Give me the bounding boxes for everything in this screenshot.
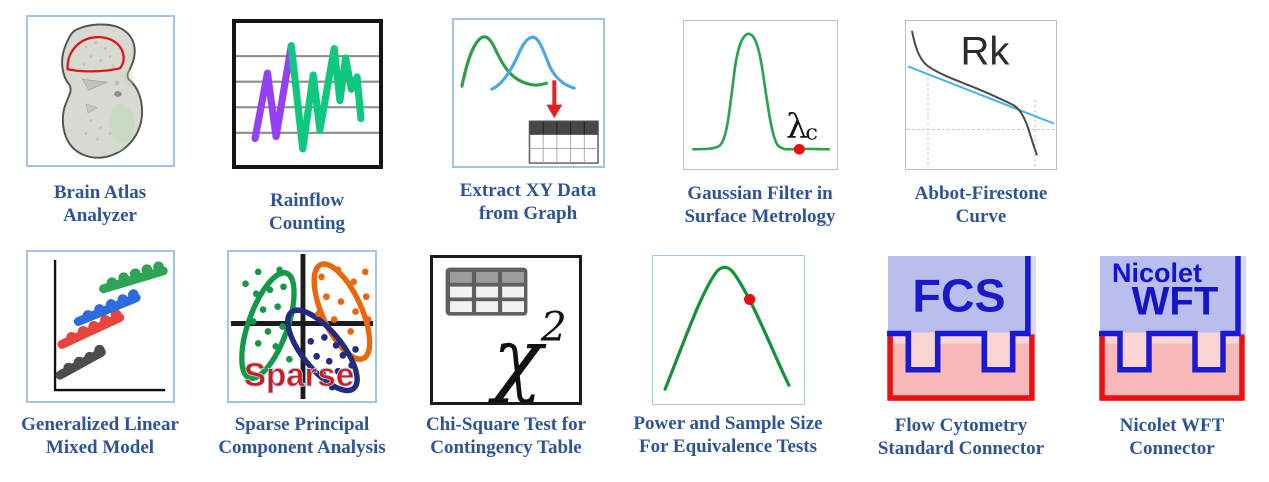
fcs-connector-thumbnail[interactable]: FCS xyxy=(885,252,1037,403)
extract-xy-data-thumbnail[interactable] xyxy=(452,18,605,168)
sparse-label: Sparse xyxy=(244,357,354,394)
rainflow-counting-thumbnail[interactable] xyxy=(232,19,383,169)
gaussian-peak-graphic: λ c xyxy=(692,32,830,155)
down-arrow-icon xyxy=(546,80,563,119)
power-curve-graphic xyxy=(663,265,791,391)
nicolet-text: Nicolet xyxy=(1112,257,1202,288)
wft-text: WFT xyxy=(1132,278,1219,323)
glmm-thumbnail[interactable] xyxy=(26,250,175,403)
app-label[interactable]: Chi-Square Test for Contingency Table xyxy=(425,414,587,458)
operating-point-dot xyxy=(744,293,756,305)
glmm-scatter-graphic xyxy=(53,259,168,392)
fcs-connector-graphic: FCS xyxy=(887,256,1036,401)
sparse-pca-thumbnail[interactable]: Sparse xyxy=(227,250,377,403)
app-label[interactable]: Nicolet WFT Connector xyxy=(1119,415,1225,459)
abbot-firestone-thumbnail[interactable]: Rk xyxy=(905,20,1057,170)
brain-slice-image xyxy=(61,23,144,159)
chi-square-thumbnail[interactable]: χ 2 xyxy=(430,255,582,405)
abbot-firestone-graphic: Rk xyxy=(907,30,1055,169)
data-table-graphic xyxy=(528,120,599,164)
curves-to-table-graphic xyxy=(460,35,599,164)
cutoff-dot xyxy=(793,143,805,155)
lambda-subscript: c xyxy=(805,121,818,146)
fcs-text: FCS xyxy=(912,270,1005,322)
chi-symbol: χ xyxy=(488,312,547,402)
app-label[interactable]: Brain Atlas Analyzer xyxy=(53,182,147,226)
app-label[interactable]: Rainflow Counting xyxy=(268,190,346,234)
power-sample-size-thumbnail[interactable] xyxy=(652,255,805,405)
gaussian-filter-thumbnail[interactable]: λ c xyxy=(683,20,838,170)
nicolet-wft-thumbnail[interactable]: Nicolet WFT xyxy=(1097,252,1247,403)
app-label[interactable]: Gaussian Filter in Surface Metrology xyxy=(684,183,836,227)
nicolet-wft-graphic: Nicolet WFT xyxy=(1099,256,1246,401)
sparse-pca-graphic: Sparse xyxy=(230,253,374,400)
chi-square-graphic: χ 2 xyxy=(445,267,567,402)
app-label[interactable]: Power and Sample Size For Equivalence Te… xyxy=(633,413,823,457)
contingency-table-graphic xyxy=(445,267,528,316)
app-label[interactable]: Abbot-Firestone Curve xyxy=(914,183,1048,227)
rk-label: Rk xyxy=(961,30,1010,74)
lambda-symbol: λ xyxy=(786,107,808,146)
roi-outline xyxy=(66,36,125,73)
chi-exponent: 2 xyxy=(540,303,567,351)
app-label[interactable]: Extract XY Data from Graph xyxy=(459,180,597,224)
app-label[interactable]: Sparse Principal Component Analysis xyxy=(218,414,386,458)
app-label[interactable]: Flow Cytometry Standard Connector xyxy=(877,415,1045,459)
app-label[interactable]: Generalized Linear Mixed Model xyxy=(21,414,179,458)
rainflow-signal-graphic xyxy=(236,42,379,153)
brain-atlas-analyzer-thumbnail[interactable] xyxy=(26,15,175,167)
